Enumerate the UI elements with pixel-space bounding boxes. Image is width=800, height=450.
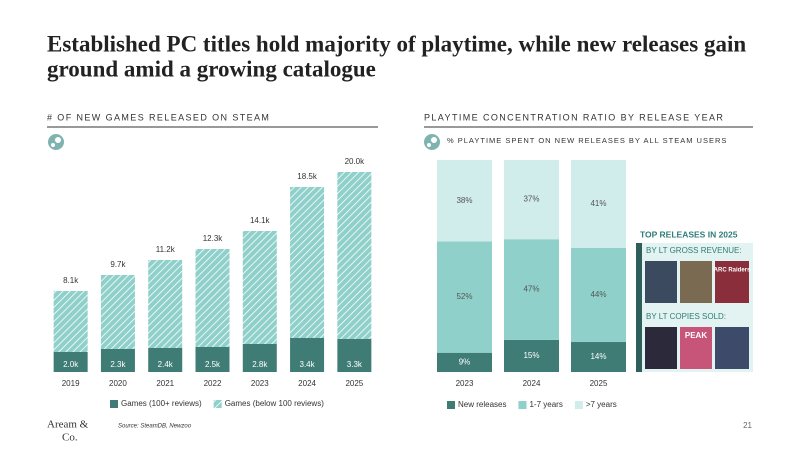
thumbnail xyxy=(715,327,749,369)
value-label: 14% xyxy=(590,352,606,361)
bar-segment xyxy=(504,239,559,340)
value-label: 2.3k xyxy=(110,360,126,369)
total-label: 18.5k xyxy=(297,172,318,181)
legend-swatch xyxy=(110,400,118,408)
bar-segment xyxy=(148,348,183,372)
value-label: 3.4k xyxy=(300,360,316,369)
chart-title: PLAYTIME CONCENTRATION RATIO BY RELEASE … xyxy=(424,112,724,122)
panel-label: BY LT GROSS REVENUE: xyxy=(646,246,742,255)
thumbnail xyxy=(680,327,712,369)
bar-segment xyxy=(437,352,492,372)
value-label: 38% xyxy=(456,196,472,205)
slide-title-line2: ground amid a growing catalogue xyxy=(47,56,376,81)
thumbnail xyxy=(680,261,712,303)
total-label: 8.1k xyxy=(63,276,79,285)
legend-swatch xyxy=(574,401,583,409)
value-label: 2.0k xyxy=(63,360,79,369)
value-label: 47% xyxy=(523,285,539,294)
value-label: 2.5k xyxy=(205,360,221,369)
thumbnail-text: ARC Raiders xyxy=(714,268,751,274)
chart-title: # OF NEW GAMES RELEASED ON STEAM xyxy=(47,112,270,122)
value-label: 44% xyxy=(590,290,606,299)
logo: Co. xyxy=(62,432,78,444)
bar-segment xyxy=(337,339,372,372)
x-tick-label: 2024 xyxy=(298,379,316,388)
x-tick-label: 2023 xyxy=(251,379,269,388)
bar-segment xyxy=(571,342,626,372)
legend-swatch xyxy=(518,401,527,409)
bar-segment xyxy=(290,187,325,338)
legend-label: New releases xyxy=(458,400,506,409)
steam-icon xyxy=(48,134,64,150)
thumbnail-text: PEAK xyxy=(685,331,707,340)
x-tick-label: 2021 xyxy=(156,379,174,388)
x-tick-label: 2020 xyxy=(109,379,127,388)
thumbnail xyxy=(645,261,677,303)
logo: Aream & xyxy=(47,419,89,431)
bar-segment xyxy=(148,260,183,348)
x-tick-label: 2023 xyxy=(456,379,474,388)
bar-segment xyxy=(100,349,135,372)
legend-label: Games (100+ reviews) xyxy=(121,399,202,408)
x-tick-label: 2024 xyxy=(523,379,541,388)
x-tick-label: 2025 xyxy=(590,379,608,388)
bar-segment xyxy=(53,352,88,372)
bar-segment xyxy=(100,275,135,349)
bar-segment xyxy=(290,338,325,372)
bar-segment xyxy=(242,344,277,372)
bar-segment xyxy=(571,160,626,248)
chart-subtitle: % PLAYTIME SPENT ON NEW RELEASES BY ALL … xyxy=(447,136,727,145)
total-label: 9.7k xyxy=(110,260,126,269)
total-label: 12.3k xyxy=(203,234,224,243)
total-label: 11.2k xyxy=(156,245,176,254)
bar-segment xyxy=(195,249,230,347)
bar-segment xyxy=(53,291,88,352)
steam-icon xyxy=(424,134,440,150)
legend-swatch xyxy=(447,401,455,409)
thumbnail xyxy=(715,261,749,303)
value-label: 2.8k xyxy=(252,360,268,369)
total-label: 20.0k xyxy=(345,157,366,166)
bar-segment xyxy=(504,160,559,240)
value-label: 37% xyxy=(523,195,539,204)
thumbnail xyxy=(645,327,677,369)
slide-title-line1: Established PC titles hold majority of p… xyxy=(47,31,746,56)
total-label: 14.1k xyxy=(250,216,271,225)
panel-title: TOP RELEASES IN 2025 xyxy=(640,229,738,239)
legend-label: Games (below 100 reviews) xyxy=(225,399,324,408)
value-label: 15% xyxy=(523,351,539,360)
bar-segment xyxy=(437,241,492,353)
bar-segment xyxy=(242,231,277,344)
bar-segment xyxy=(504,339,559,372)
x-tick-label: 2025 xyxy=(345,379,363,388)
value-label: 3.3k xyxy=(347,360,363,369)
value-label: 2.4k xyxy=(158,360,174,369)
bar-segment xyxy=(437,160,492,242)
page-number: 21 xyxy=(743,421,752,430)
bar-segment xyxy=(195,347,230,372)
value-label: 52% xyxy=(456,292,472,301)
legend-swatch xyxy=(213,400,222,408)
bar-segment xyxy=(571,247,626,343)
x-tick-label: 2022 xyxy=(204,379,222,388)
legend-label: >7 years xyxy=(586,400,617,409)
value-label: 41% xyxy=(590,199,606,208)
top-releases-panel: TOP RELEASES IN 2025 BY LT GROSS REVENUE… xyxy=(636,229,753,372)
legend-label: 1-7 years xyxy=(529,400,562,409)
value-label: 9% xyxy=(459,357,471,366)
bar-segment xyxy=(337,172,372,339)
source: Source: SteamDB, Newzoo xyxy=(118,424,192,430)
panel-label: BY LT COPIES SOLD: xyxy=(646,312,726,321)
x-tick-label: 2019 xyxy=(62,379,80,388)
